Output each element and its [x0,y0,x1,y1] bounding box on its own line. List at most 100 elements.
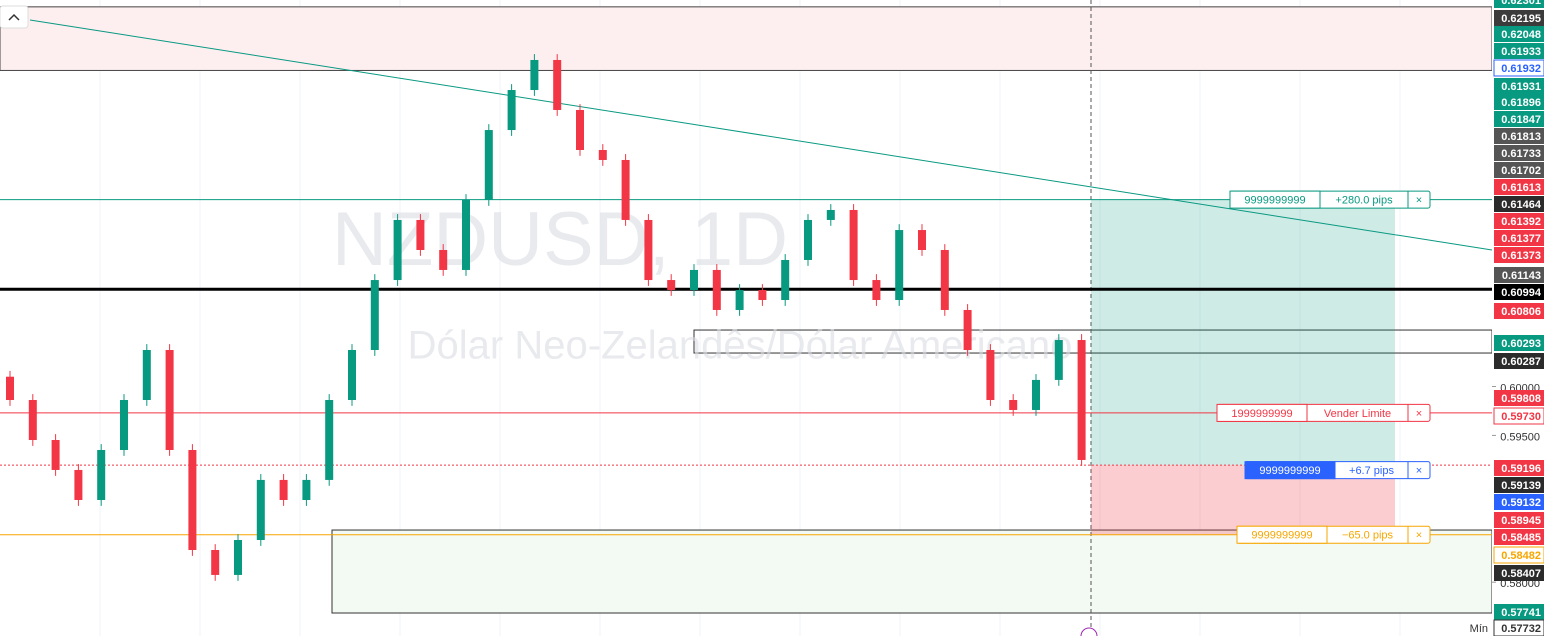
price-label: 0.58407 [1501,568,1541,580]
price-label: 0.62301 [1501,0,1541,7]
trend-line [29,19,1493,251]
price-label-bg [1493,59,1544,77]
time-marker[interactable] [1080,627,1098,636]
candle-body [621,159,630,220]
candle-body [576,109,584,150]
candle-body [667,280,676,291]
price-label-bg [1494,78,1544,94]
candle-body [530,59,539,91]
candle-body [97,449,106,500]
price-label-bg [1494,267,1544,283]
price-label: 0.59196 [1501,463,1541,475]
order-quantity: 9999999999 [1251,530,1312,542]
candle-body [165,349,174,450]
candle-body [325,399,334,480]
order-close[interactable]: × [1416,408,1422,420]
price-label-bg [1494,196,1544,212]
price-label-bg [1494,247,1544,263]
price-label: 0.60806 [1501,306,1541,318]
price-label: 0.61613 [1501,182,1541,194]
price-label-bg [1494,111,1544,127]
y-tick-label: 0.58000 [1500,578,1540,590]
order-quantity-bg [1216,403,1308,422]
price-label: 0.61464 [1501,199,1542,211]
price-label: 0.57732 [1501,623,1541,635]
price-label: 0.60287 [1501,356,1541,368]
price-label-bg [1494,162,1544,178]
chevron-icon [8,13,20,21]
candle-body [234,540,242,575]
price-label: 0.57741 [1501,607,1541,619]
candle-body [142,349,151,400]
order-pnl: Vender Limite [1324,408,1391,420]
candle-body [120,399,128,450]
price-label-bg [1494,512,1544,528]
candle-body [849,209,858,281]
min-label: Mín [1470,623,1488,635]
candle-body [940,249,949,310]
price-label: 0.61392 [1501,216,1541,228]
order-pnl: +280.0 pips [1335,195,1393,207]
price-label-bg [1493,546,1544,564]
price-label-bg [1494,145,1544,161]
collapse-button[interactable] [0,5,29,29]
price-label-bg [1494,604,1544,620]
price-label: 0.58485 [1501,532,1541,544]
price-label-bg [1494,353,1544,369]
price-label-bg [1494,460,1544,476]
price-label-bg [1494,94,1544,110]
price-label-bg [1494,10,1544,26]
candle-body [439,249,448,270]
price-label: 0.61932 [1501,63,1541,75]
candle-body [302,479,311,500]
price-label: 0.61933 [1501,46,1541,58]
candle-body [462,199,470,270]
price-label-bg [1494,477,1544,493]
order-quantity: 1999999999 [1231,408,1292,420]
order-quantity-bg [1229,190,1321,209]
order-quantity-bg [1236,525,1328,544]
candle-body [279,479,288,500]
candle-body [348,349,356,400]
price-label-bg [1494,179,1544,195]
candle-body [872,280,881,300]
candle-body [484,130,493,200]
price-label: 0.62195 [1501,13,1541,25]
order-pnl: −65.0 pips [1342,530,1394,542]
price-label-bg [1494,335,1544,351]
candle-body [256,479,265,541]
order-close[interactable]: × [1416,465,1422,477]
candle-body [416,219,425,250]
candle-body [644,219,653,281]
candle-body [51,440,60,470]
candle-body [690,269,698,291]
price-label: 0.61733 [1501,148,1541,160]
candle-body [6,376,14,400]
order-close[interactable]: × [1416,530,1422,542]
price-label: 0.58945 [1501,515,1541,527]
price-label-bg [1494,303,1544,319]
price-label-bg [1494,494,1544,510]
price-label: 0.61143 [1502,270,1541,282]
price-label-bg [1494,529,1544,545]
candle-body [28,399,37,441]
candle-body [393,219,402,281]
price-label-bg [1494,565,1544,581]
price-label: 0.59730 [1501,411,1541,423]
price-label: 0.61702 [1501,165,1541,177]
order-close[interactable]: × [1416,195,1422,207]
candle-body [553,59,562,110]
price-label: 0.60994 [1501,287,1542,299]
order-pnl: +6.7 pips [1349,465,1394,477]
candle-body [712,269,721,310]
candle-body [1054,340,1063,380]
min-label-bg [1462,620,1492,636]
price-label: 0.59808 [1501,393,1541,405]
price-label: 0.59139 [1501,480,1541,492]
price-label-bg [1494,43,1544,59]
price-label: 0.61373 [1501,250,1541,262]
price-label: 0.61896 [1501,97,1541,109]
candle-body [986,349,995,400]
price-label: 0.61377 [1501,233,1541,245]
price-label-bg [1494,128,1544,144]
